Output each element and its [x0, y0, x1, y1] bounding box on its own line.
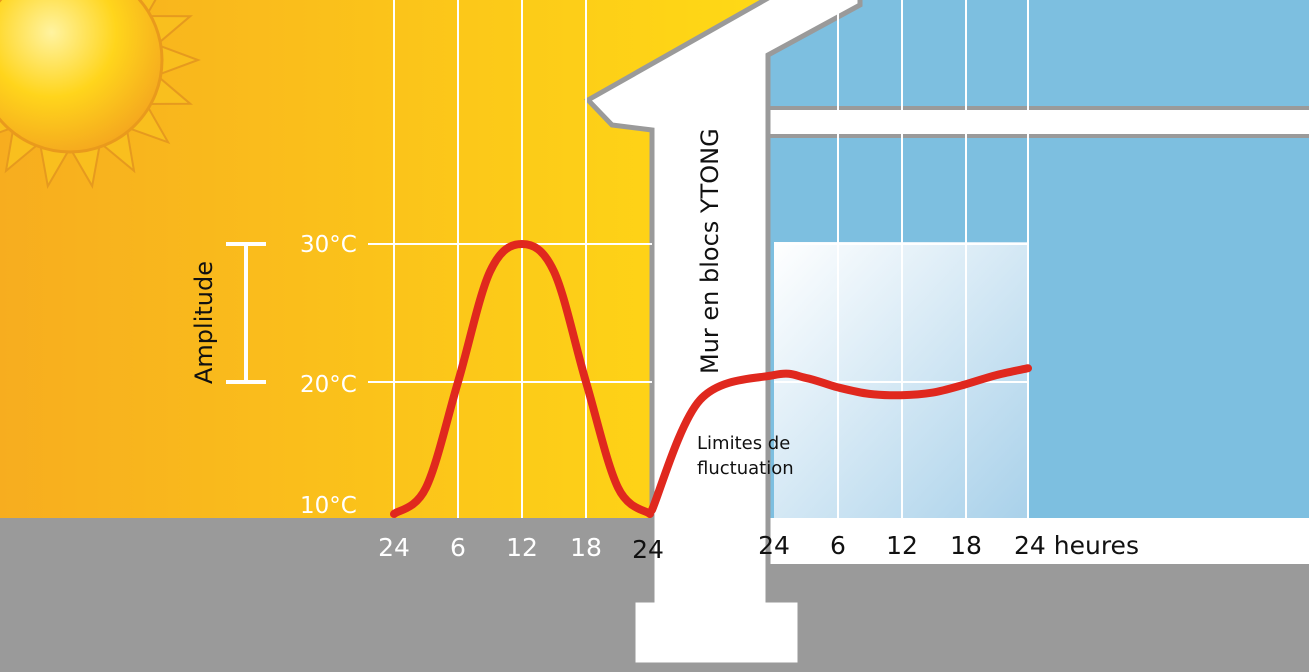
outside-tick-24b: 24: [632, 535, 664, 564]
outside-tick-24a: 24: [378, 533, 410, 562]
outside-grid: [368, 0, 652, 518]
inside-grid: [774, 0, 1029, 518]
amplitude-label: Amplitude: [190, 261, 218, 384]
outside-tick-18: 18: [570, 533, 602, 562]
inside-tick-18: 18: [950, 531, 982, 560]
ceiling-beam: [768, 108, 1309, 136]
outside-tick-6: 6: [450, 533, 466, 562]
inside-temperature-curve: [648, 364, 1032, 514]
temp-label-10: 10°C: [300, 493, 357, 519]
inside-tick-6: 6: [830, 531, 846, 560]
inside-tick-24a: 24: [758, 531, 790, 560]
temp-label-30: 30°C: [300, 232, 357, 258]
outside-temperature-curve: [390, 239, 654, 518]
sun-icon: [0, 0, 201, 189]
amplitude-bracket: [226, 242, 266, 384]
inside-floor: [768, 518, 1309, 564]
outside-tick-12: 12: [506, 533, 538, 562]
fluctuation-label-line2: fluctuation: [697, 458, 794, 479]
inside-tick-12: 12: [886, 531, 918, 560]
wall-label: Mur en blocs YTONG: [696, 128, 724, 374]
fluctuation-label-line1: Limites de: [697, 433, 790, 454]
inside-tick-24-heures: 24 heures: [1014, 531, 1139, 560]
temp-label-20: 20°C: [300, 372, 357, 398]
